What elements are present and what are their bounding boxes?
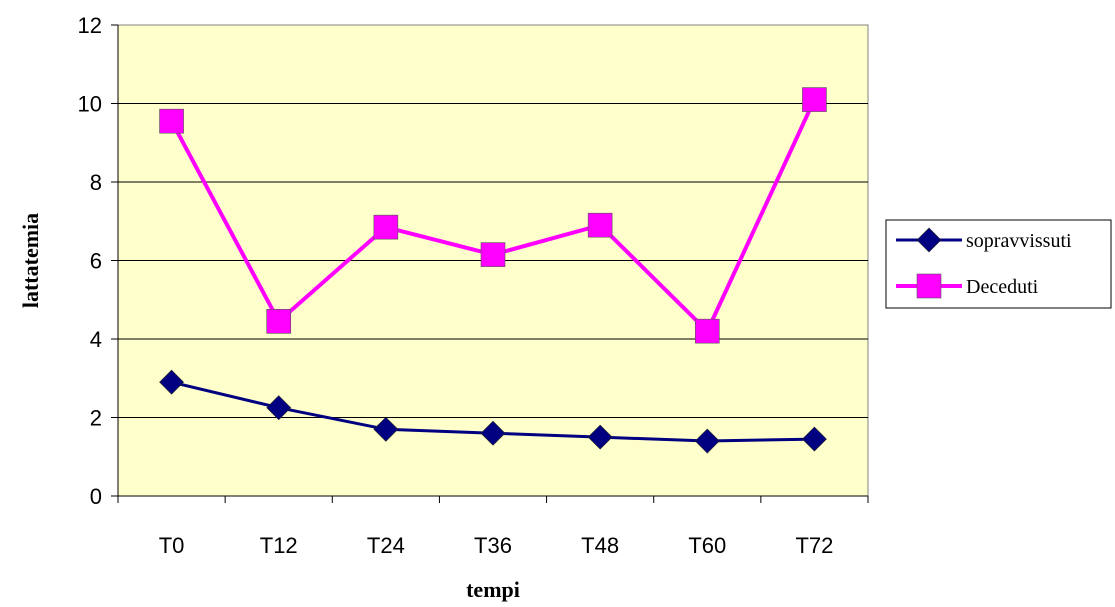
series-sopravvissuti: [159, 369, 827, 454]
series-layer: [159, 87, 827, 454]
y-tick-label: 2: [90, 406, 102, 431]
legend-label: sopravvissuti: [966, 230, 1072, 252]
legend-marker: [916, 273, 942, 299]
x-tick-label: T72: [795, 533, 833, 558]
x-axis-title: tempi: [466, 577, 520, 602]
legend-label: Deceduti: [966, 276, 1039, 298]
gridlines: [118, 103, 868, 418]
y-tick-label: 8: [90, 170, 102, 195]
y-tick-label: 0: [90, 484, 102, 509]
y-tick-label: 6: [90, 249, 102, 274]
x-tick-label: T24: [367, 533, 405, 558]
data-point: [266, 309, 292, 334]
x-axis-ticks: T0 T12 T24 T36 T48 T60 T72: [117, 496, 869, 558]
data-point: [266, 395, 292, 421]
data-point: [802, 426, 827, 452]
y-axis-title: lattatemia: [18, 213, 43, 308]
x-tick-label: T0: [159, 533, 185, 558]
data-point: [159, 369, 184, 395]
x-tick-label: T36: [474, 533, 512, 558]
x-tick-label: T48: [581, 533, 619, 558]
legend: sopravvissuti Deceduti: [885, 219, 1112, 309]
series-deceduti: [159, 87, 827, 344]
data-point: [373, 214, 399, 240]
data-point: [587, 212, 613, 238]
data-point: [480, 420, 506, 446]
data-point: [159, 108, 184, 134]
legend-marker: [916, 227, 942, 253]
data-point: [373, 416, 399, 442]
y-tick-label: 4: [90, 327, 102, 352]
y-axis-ticks: 0 2 4 6 8 10 12: [78, 13, 118, 509]
data-point: [694, 428, 720, 454]
x-tick-label: T12: [260, 533, 298, 558]
data-point: [587, 424, 613, 450]
data-point: [802, 87, 827, 112]
x-tick-label: T60: [688, 533, 726, 558]
y-tick-label: 12: [78, 13, 102, 38]
data-point: [694, 318, 720, 344]
data-point: [480, 242, 506, 267]
y-tick-label: 10: [78, 92, 102, 117]
